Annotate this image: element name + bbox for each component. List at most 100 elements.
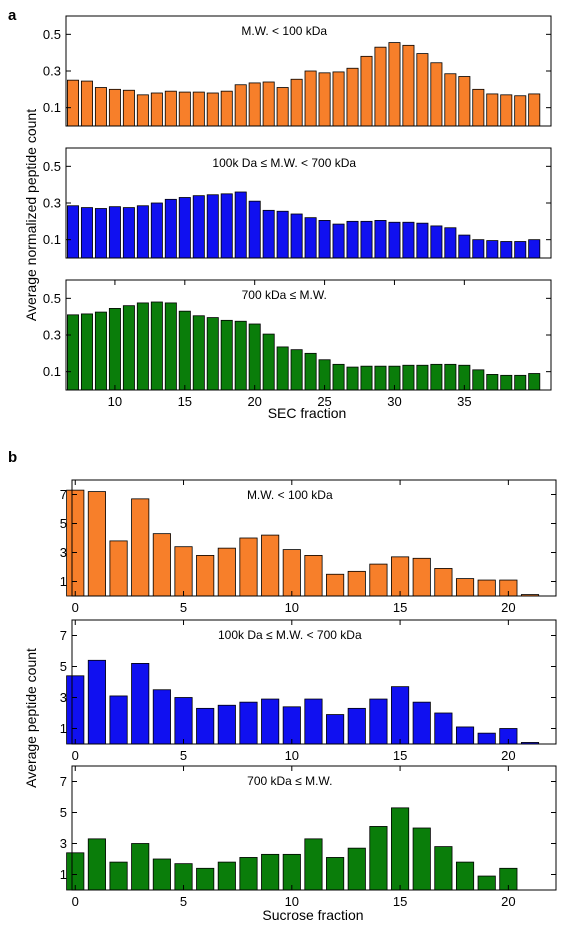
y-tick-label-3-0: 1 <box>60 574 67 589</box>
y-tick-label-5-3: 7 <box>60 774 67 789</box>
bar-0-23 <box>388 42 401 127</box>
bar-0-16 <box>290 78 303 127</box>
bar-0-8 <box>178 91 191 127</box>
bar-1-31 <box>500 241 513 259</box>
chart-frame-5 <box>71 765 557 891</box>
bar-1-15 <box>276 210 289 259</box>
chart-title-3: M.W. < 100 kDa <box>247 488 333 502</box>
charts-layer: 0.1 0.3 0.5 M.W. < 100 kDa 0.1 0.3 0.5 100k Da … <box>43 15 557 909</box>
y-tick-label-3-3: 7 <box>60 487 67 502</box>
bar-0-0 <box>67 79 79 127</box>
bar-4-16 <box>412 701 431 745</box>
bar-0-25 <box>416 53 429 127</box>
bar-3-11 <box>304 555 323 597</box>
y-tick-label-2-0: 0.1 <box>43 364 61 379</box>
y-tick-label-1-2: 0.5 <box>43 159 61 174</box>
bar-0-27 <box>444 73 457 127</box>
y-tick-label-0-2: 0.5 <box>43 27 61 42</box>
x-tick-label-5-0: 0 <box>72 894 79 909</box>
bar-2-0 <box>67 314 79 391</box>
bar-2-30 <box>486 374 499 391</box>
x-tick-label-3-4: 20 <box>501 600 515 615</box>
chart-title-0: M.W. < 100 kDa <box>241 24 327 38</box>
bar-4-18 <box>455 726 475 745</box>
bar-3-9 <box>261 534 280 597</box>
bar-2-15 <box>276 346 289 391</box>
bar-2-22 <box>374 365 387 391</box>
bar-4-15 <box>391 686 410 745</box>
y-tick-label-2-1: 0.3 <box>43 328 61 343</box>
bar-3-16 <box>412 557 431 597</box>
bar-0-6 <box>150 92 163 127</box>
bar-4-4 <box>152 689 171 745</box>
x-tick-label-4-4: 20 <box>501 748 515 763</box>
bar-5-15 <box>391 807 410 891</box>
bar-0-31 <box>500 94 513 127</box>
bar-1-30 <box>486 240 499 259</box>
bar-4-19 <box>477 732 496 745</box>
bar-0-11 <box>220 90 233 127</box>
bar-1-23 <box>388 221 401 259</box>
y-tick-label-3-1: 3 <box>60 545 67 560</box>
bar-5-18 <box>455 861 475 891</box>
bar-2-11 <box>220 319 233 391</box>
y-tick-label-4-2: 5 <box>60 659 67 674</box>
bar-1-14 <box>262 209 275 259</box>
y-tick-label-3-2: 5 <box>60 516 67 531</box>
y-tick-label-5-0: 1 <box>60 867 67 882</box>
x-tick-label-4-0: 0 <box>72 748 79 763</box>
bar-5-17 <box>434 846 453 891</box>
chart-title-1: 100k Da ≤ M.W. < 700 kDa <box>212 156 356 170</box>
bar-1-7 <box>164 198 177 259</box>
bar-3-0 <box>66 489 85 597</box>
chart-title-4: 100k Da ≤ M.W. < 700 kDa <box>218 628 362 642</box>
bar-2-9 <box>192 315 205 391</box>
bar-3-19 <box>477 579 496 597</box>
bar-4-6 <box>196 707 215 745</box>
bar-0-28 <box>458 76 471 127</box>
bar-4-5 <box>174 697 193 745</box>
bar-2-25 <box>416 364 429 391</box>
bar-5-0 <box>66 852 85 891</box>
bar-2-13 <box>248 323 261 391</box>
bar-1-28 <box>458 234 471 259</box>
bar-0-12 <box>234 84 247 127</box>
bar-5-10 <box>282 853 301 891</box>
x-tick-label-5-1: 5 <box>180 894 187 909</box>
bar-2-10 <box>206 317 219 391</box>
y-tick-label-0-0: 0.1 <box>43 100 61 115</box>
bar-5-19 <box>477 875 496 891</box>
bar-0-15 <box>276 87 289 127</box>
bar-5-6 <box>196 867 215 891</box>
bar-0-32 <box>514 95 527 127</box>
bar-2-19 <box>332 363 345 391</box>
chart-3: 1 3 5 7 0 5 10 15 20 M.W. < 100 kDa <box>60 479 557 615</box>
bar-2-24 <box>402 364 415 391</box>
chart-4: 1 3 5 7 0 5 10 15 20 100k Da ≤ M.W. < 700 kDa <box>60 619 557 763</box>
bar-4-7 <box>217 704 236 745</box>
bar-2-33 <box>528 373 541 391</box>
y-tick-label-4-3: 7 <box>60 628 67 643</box>
bar-2-27 <box>444 363 457 391</box>
bar-0-10 <box>206 92 219 127</box>
bar-3-15 <box>391 556 410 597</box>
bar-1-25 <box>416 222 429 259</box>
bar-1-6 <box>150 202 163 259</box>
chart-frame-3 <box>71 479 557 597</box>
panel-a-x-axis-label: SEC fraction <box>268 405 347 421</box>
bar-3-4 <box>152 533 171 597</box>
bar-1-21 <box>360 220 373 259</box>
x-tick-label-2-0: 10 <box>108 394 122 409</box>
panel-b-x-axis-label: Sucrose fraction <box>262 907 363 923</box>
x-tick-label-5-4: 20 <box>501 894 515 909</box>
x-tick-label-2-3: 25 <box>317 394 331 409</box>
x-tick-label-5-2: 10 <box>285 894 299 909</box>
bar-1-27 <box>444 227 457 259</box>
bar-4-1 <box>87 659 106 745</box>
x-tick-label-2-2: 20 <box>247 394 261 409</box>
bar-2-8 <box>178 310 191 391</box>
x-tick-label-4-1: 5 <box>180 748 187 763</box>
bar-5-1 <box>87 838 106 891</box>
bar-2-21 <box>360 365 373 391</box>
